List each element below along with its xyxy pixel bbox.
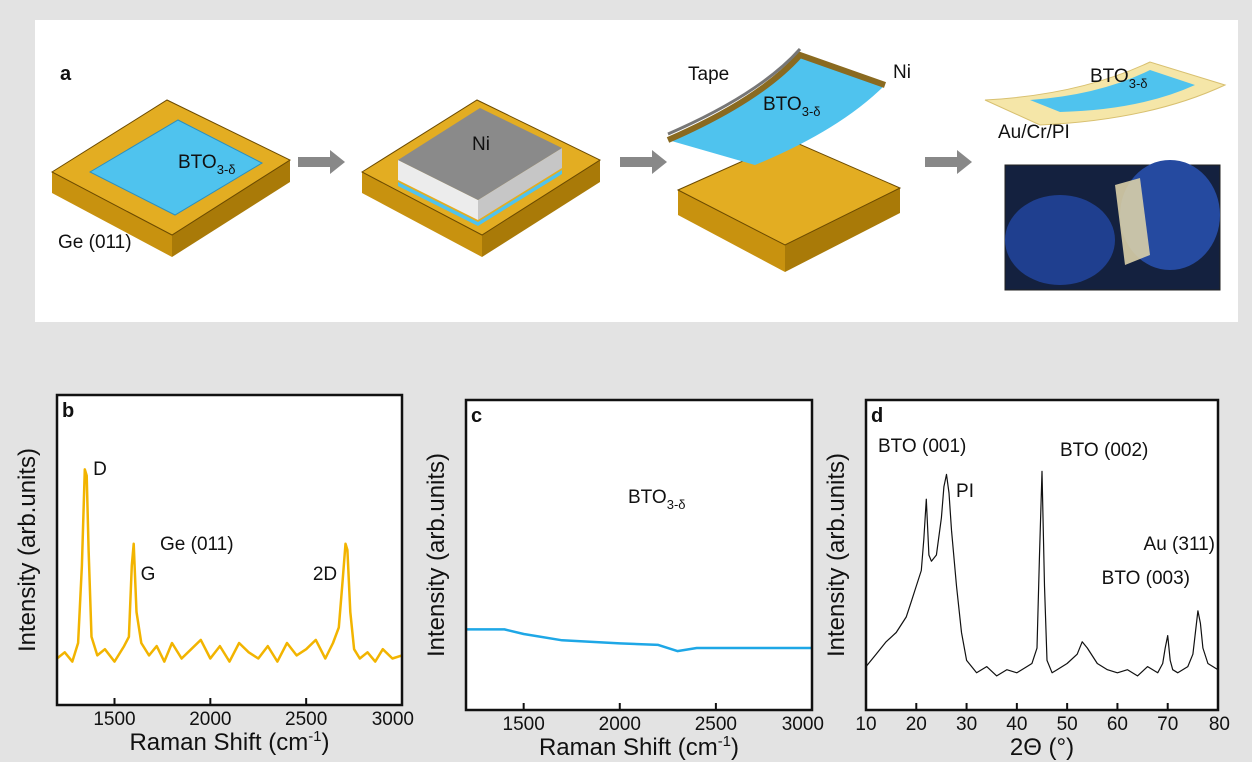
x-label-sup: -1 — [718, 733, 731, 750]
x-axis-label: Raman Shift (cm-1) — [539, 733, 739, 761]
x-label-text: Raman Shift (cm — [539, 734, 718, 761]
x-tick-label: 40 — [1006, 714, 1027, 735]
film-base: BTO — [763, 94, 802, 115]
annotation: Au (311) — [1144, 534, 1215, 555]
inset-base: BTO — [628, 487, 667, 508]
tape-label: Tape — [688, 64, 729, 85]
x-axis-label: Raman Shift (cm-1) — [129, 728, 329, 756]
plot-area — [466, 400, 812, 710]
x-tick-label: 30 — [956, 714, 977, 735]
x-label-text: ) — [731, 734, 739, 761]
x-axis-label: 2Θ (°) — [1010, 734, 1074, 761]
x-tick-label: 80 — [1209, 714, 1230, 735]
panel-label: a — [60, 63, 72, 85]
annotation: G — [141, 564, 156, 585]
panel-label: d — [871, 405, 883, 427]
annotation: PI — [956, 481, 974, 502]
film-base: BTO — [178, 152, 217, 173]
annotation: BTO (003) — [1102, 568, 1190, 589]
panel-label: c — [471, 405, 482, 427]
panel-label: b — [62, 400, 74, 422]
x-label-text: Raman Shift (cm — [129, 729, 308, 756]
film-sub: 3-δ — [1129, 76, 1148, 91]
photo — [1005, 160, 1220, 290]
annotation: 2D — [313, 564, 337, 585]
x-label-sup: -1 — [308, 728, 321, 745]
x-tick-label: 70 — [1157, 714, 1178, 735]
x-tick-label: 10 — [855, 714, 876, 735]
x-tick-label: 2000 — [189, 709, 231, 730]
film-base: BTO — [1090, 66, 1129, 87]
inset-sub: 3-δ — [667, 497, 686, 512]
x-tick-label: 60 — [1107, 714, 1128, 735]
film-sub: 3-δ — [802, 104, 821, 119]
y-axis-label: Intensity (arb.units) — [423, 453, 450, 657]
x-tick-label: 2000 — [599, 714, 641, 735]
y-axis-label: Intensity (arb.units) — [823, 453, 850, 657]
x-tick-label: 1500 — [503, 714, 545, 735]
annotation: D — [93, 459, 107, 480]
inset-label: Ge (011) — [160, 534, 234, 555]
figure: a BTO3-δ Ge (011) Ni Tape Ni BTO3-δ BTO3… — [0, 0, 1252, 762]
x-tick-label: 20 — [906, 714, 927, 735]
annotation: BTO (002) — [1060, 440, 1148, 461]
x-tick-label: 3000 — [782, 714, 824, 735]
substrate-label: Ge (011) — [58, 232, 132, 253]
metal-label: Ni — [472, 134, 490, 155]
x-label-text: ) — [322, 729, 330, 756]
metal-label: Ni — [893, 62, 911, 83]
x-tick-label: 2500 — [695, 714, 737, 735]
x-tick-label: 3000 — [372, 709, 414, 730]
x-tick-label: 2500 — [285, 709, 327, 730]
x-tick-label: 1500 — [93, 709, 135, 730]
substrate-label: Au/Cr/PI — [998, 122, 1070, 143]
film-sub: 3-δ — [217, 162, 236, 177]
y-axis-label: Intensity (arb.units) — [14, 448, 41, 652]
x-tick-label: 50 — [1057, 714, 1078, 735]
annotation: BTO (001) — [878, 436, 966, 457]
